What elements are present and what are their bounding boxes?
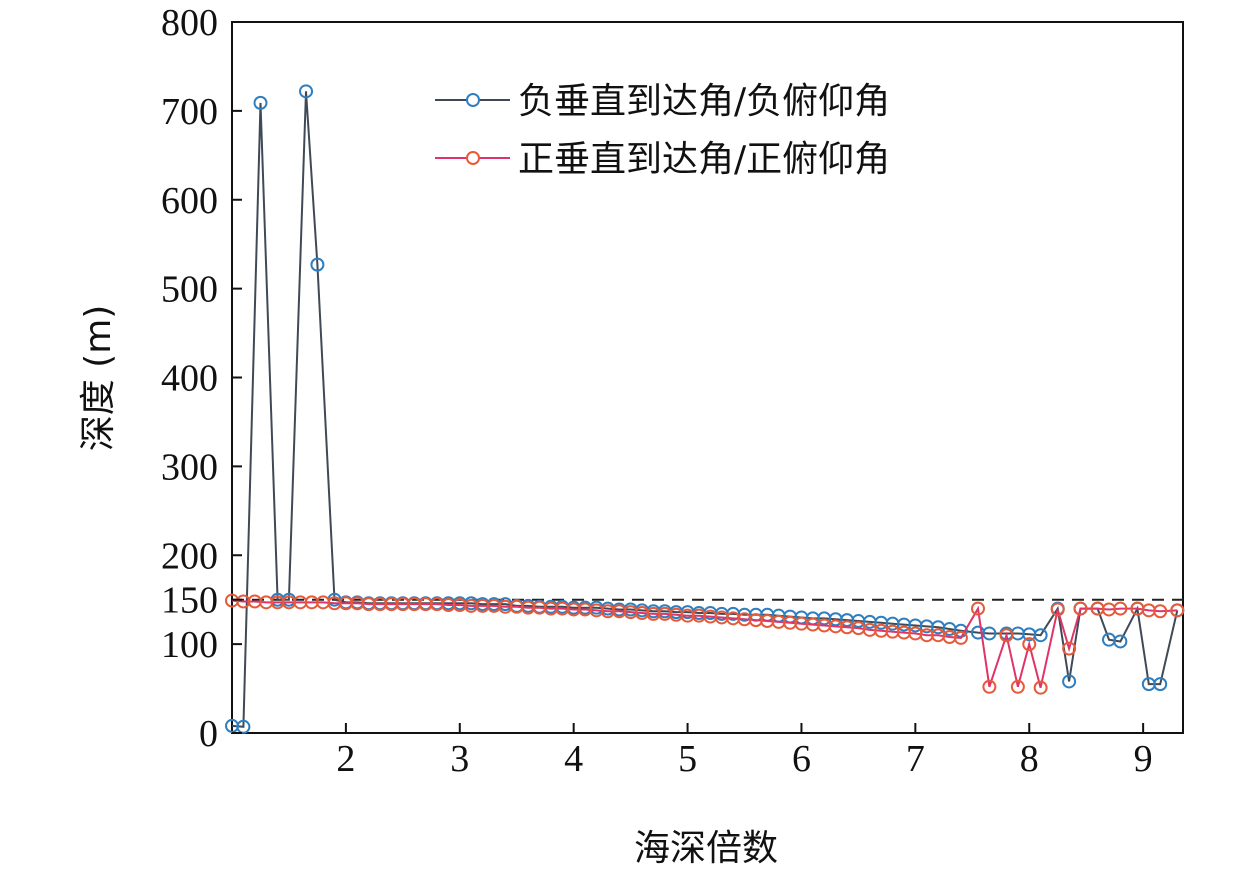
series-2-point xyxy=(1170,603,1185,618)
series-1-point xyxy=(1153,677,1168,692)
series-2 xyxy=(225,593,1185,695)
series-1-point xyxy=(1113,634,1128,649)
legend-marker xyxy=(466,93,480,107)
y-tick-label: 200 xyxy=(161,535,218,577)
series-2-point xyxy=(1010,679,1025,694)
series-2-point xyxy=(1022,637,1037,652)
plot-frame xyxy=(231,21,1184,734)
y-tick-label: 400 xyxy=(161,358,218,400)
x-tick-label: 4 xyxy=(564,738,583,780)
y-tick-label: 0 xyxy=(199,713,218,755)
series-2-point xyxy=(982,679,997,694)
series-2-point xyxy=(1062,641,1077,656)
series-2-point xyxy=(999,628,1014,643)
y-tick-label: 800 xyxy=(161,2,218,44)
legend-item-1: 负垂直到达角/负俯仰角 xyxy=(435,81,890,122)
series-1-point xyxy=(253,95,268,110)
y-axis-label: 深度 (m) xyxy=(78,305,119,452)
y-tick-label: 150 xyxy=(161,580,218,622)
plot-area xyxy=(231,21,1184,734)
series-1-point xyxy=(1033,628,1048,643)
series-1-point xyxy=(299,84,314,99)
series-2-point xyxy=(1073,601,1088,616)
x-tick-label: 2 xyxy=(336,738,355,780)
series-2-line xyxy=(231,599,1178,688)
y-tick-label: 500 xyxy=(161,269,218,311)
x-axis-label: 海深倍数 xyxy=(634,828,778,869)
legend-marker xyxy=(466,151,480,165)
x-tick-label: 5 xyxy=(678,738,697,780)
legend-item-2: 正垂直到达角/正俯仰角 xyxy=(435,139,890,180)
series-1-point xyxy=(310,257,325,272)
series-2-point xyxy=(953,630,968,645)
series-1-point xyxy=(982,626,997,641)
x-tick-label: 9 xyxy=(1134,738,1153,780)
y-tick-label: 300 xyxy=(161,446,218,488)
series-2-point xyxy=(1113,601,1128,616)
y-tick-label: 100 xyxy=(161,624,218,666)
series-1-point xyxy=(236,719,251,734)
y-tick-label: 700 xyxy=(161,91,218,133)
series-1-point xyxy=(1062,674,1077,689)
x-tick-label: 7 xyxy=(906,738,925,780)
series-layer xyxy=(225,84,1185,734)
series-2-point xyxy=(1033,680,1048,695)
series-2-point xyxy=(970,601,985,616)
legend-label: 正垂直到达角/正俯仰角 xyxy=(518,139,890,180)
series-2-point xyxy=(1050,602,1065,617)
series-2-point xyxy=(1153,604,1168,619)
x-tick-label: 3 xyxy=(450,738,469,780)
legend-label: 负垂直到达角/负俯仰角 xyxy=(518,81,890,122)
y-tick-label: 600 xyxy=(161,180,218,222)
x-tick-label: 6 xyxy=(792,738,811,780)
x-tick-label: 8 xyxy=(1020,738,1039,780)
